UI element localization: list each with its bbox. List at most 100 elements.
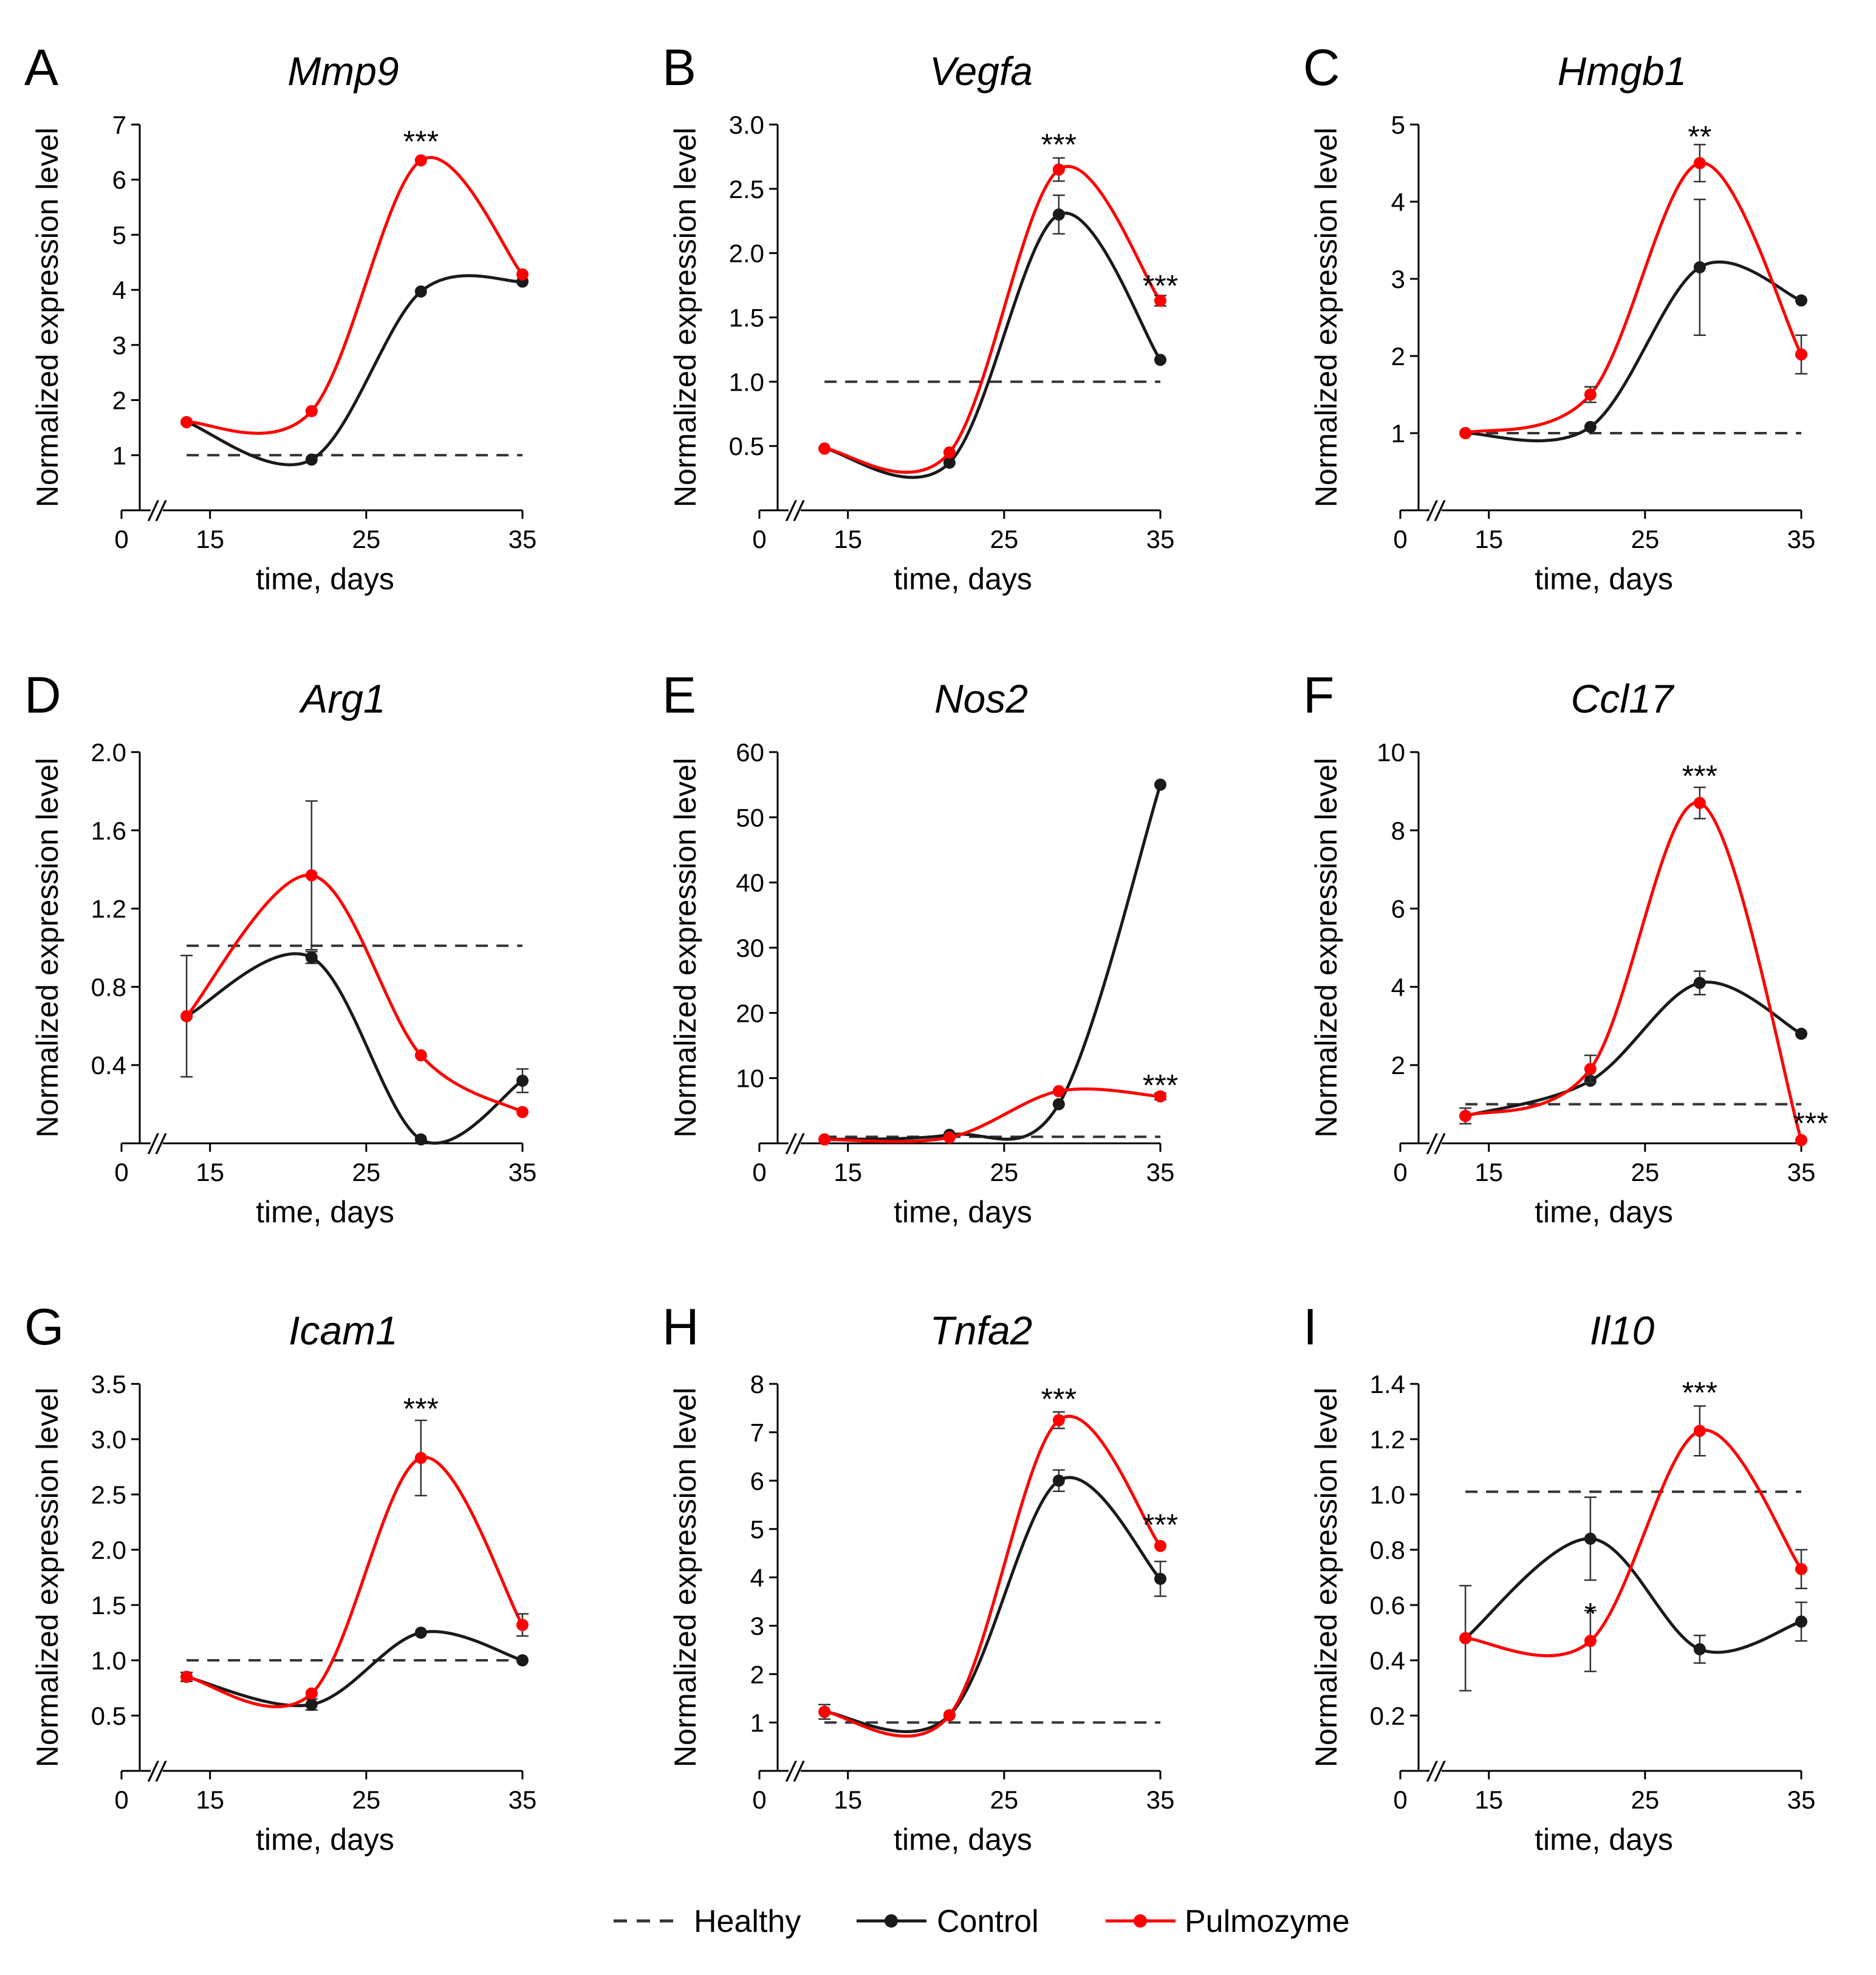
y-axis-label: Normalized expression level: [1309, 1388, 1343, 1767]
axis-break-mark: //: [1426, 1756, 1446, 1787]
y-axis-label: Normalized expression level: [30, 128, 64, 507]
pulmozyme-point: [180, 1671, 193, 1683]
panel-title: Ccl17: [1571, 676, 1675, 721]
pulmozyme-point: [180, 416, 193, 428]
legend-pulmozyme-marker: [1134, 1914, 1147, 1928]
control-line: [824, 1476, 1162, 1733]
pulmozyme-point: [414, 1049, 427, 1062]
pulmozyme-point: [1052, 1085, 1065, 1098]
x-tick-label: 15: [834, 1158, 862, 1186]
x-tick-label: 35: [1146, 1158, 1175, 1186]
y-tick-label: 30: [736, 934, 764, 962]
y-tick-label: 6: [750, 1467, 764, 1495]
axis-break-mark: //: [785, 1756, 805, 1787]
x-axis-label: time, days: [894, 562, 1032, 596]
panel-title: Hmgb1: [1558, 49, 1687, 94]
pulmozyme-point: [1584, 1635, 1597, 1648]
control-point: [1154, 1572, 1166, 1585]
pulmozyme-point: [1154, 1090, 1166, 1103]
x-tick-label: 0: [1393, 525, 1407, 553]
pulmozyme-line: [824, 1414, 1162, 1738]
significance-label: ***: [403, 1392, 439, 1426]
control-line: [824, 784, 1162, 1142]
x-tick-label: 15: [1474, 1158, 1503, 1186]
control-line: [185, 952, 524, 1145]
pulmozyme-point: [1154, 1539, 1166, 1552]
panel-letter: B: [662, 39, 696, 96]
pulmozyme-point: [1584, 388, 1597, 401]
significance-label: ***: [403, 125, 439, 159]
panel-letter: F: [1303, 666, 1334, 724]
y-tick-label: 2.5: [729, 175, 764, 204]
pulmozyme-point: [1459, 1632, 1472, 1645]
x-tick-label: 35: [1787, 1785, 1816, 1814]
y-tick-label: 0.5: [91, 1702, 126, 1730]
panel-title: Nos2: [934, 676, 1028, 721]
pulmozyme-point: [1795, 348, 1807, 361]
pulmozyme-line: [1465, 161, 1803, 435]
legend-healthy-label: Healthy: [694, 1904, 801, 1939]
significance-label: *: [1584, 1597, 1596, 1631]
x-tick-label: 25: [352, 1785, 380, 1814]
y-tick-label: 2: [1391, 342, 1405, 371]
pulmozyme-point: [305, 405, 318, 417]
x-tick-label: 0: [114, 1785, 128, 1814]
pulmozyme-point: [1459, 1109, 1472, 1122]
pulmozyme-point: [305, 869, 318, 881]
axis-break-mark: //: [785, 1128, 805, 1160]
y-axis-label: Normalized expression level: [30, 758, 64, 1137]
control-line: [1464, 1537, 1802, 1654]
pulmozyme-line: [1465, 801, 1803, 1141]
pulmozyme-point: [1795, 1563, 1807, 1575]
pulmozyme-point: [943, 446, 956, 459]
x-tick-label: 0: [752, 1158, 766, 1186]
y-tick-label: 1.0: [1370, 1480, 1405, 1509]
x-tick-label: 25: [352, 525, 380, 553]
control-point: [1693, 261, 1706, 273]
x-tick-label: 0: [114, 1158, 128, 1186]
y-tick-label: 1.5: [729, 304, 764, 332]
control-point: [1052, 208, 1065, 221]
y-tick-label: 0.4: [91, 1051, 126, 1080]
x-axis-label: time, days: [1535, 1195, 1673, 1229]
panel-letter: D: [24, 666, 61, 724]
significance-label: ***: [1143, 1068, 1178, 1102]
x-axis-label: time, days: [256, 562, 394, 596]
y-axis-label: Normalized expression level: [668, 758, 702, 1137]
panel-letter: H: [662, 1298, 699, 1355]
y-axis-label: Normalized expression level: [668, 1388, 702, 1767]
axis-break-mark: //: [785, 495, 805, 527]
control-point: [1795, 294, 1807, 307]
x-axis-label: time, days: [256, 1823, 394, 1857]
x-tick-label: 15: [196, 1785, 224, 1814]
x-tick-label: 35: [1146, 525, 1175, 553]
pulmozyme-line: [1465, 1428, 1803, 1657]
y-tick-label: 7: [750, 1419, 764, 1447]
y-tick-label: 1.0: [729, 368, 764, 396]
pulmozyme-point: [516, 1618, 529, 1631]
x-tick-label: 15: [1474, 525, 1503, 553]
y-tick-label: 0.8: [91, 973, 126, 1001]
legend-control-label: Control: [937, 1904, 1039, 1939]
y-tick-label: 0.6: [1370, 1591, 1405, 1620]
x-tick-label: 15: [196, 1158, 224, 1186]
x-tick-label: 15: [834, 525, 862, 553]
x-tick-label: 25: [990, 1158, 1018, 1186]
x-axis-label: time, days: [1535, 562, 1673, 596]
control-point: [943, 456, 956, 469]
control-point: [1154, 354, 1166, 366]
control-point: [1693, 1643, 1706, 1655]
y-tick-label: 3.5: [91, 1370, 126, 1398]
y-tick-label: 60: [736, 738, 764, 767]
control-point: [305, 453, 318, 466]
control-point: [1052, 1474, 1065, 1487]
y-tick-label: 6: [1391, 895, 1405, 923]
x-axis-label: time, days: [894, 1195, 1032, 1229]
pulmozyme-point: [943, 1709, 956, 1722]
pulmozyme-point: [1459, 427, 1472, 439]
control-line: [1465, 260, 1802, 443]
legend: Healthy Control Pulmozyme: [614, 1904, 1350, 1939]
control-line: [1465, 981, 1802, 1118]
